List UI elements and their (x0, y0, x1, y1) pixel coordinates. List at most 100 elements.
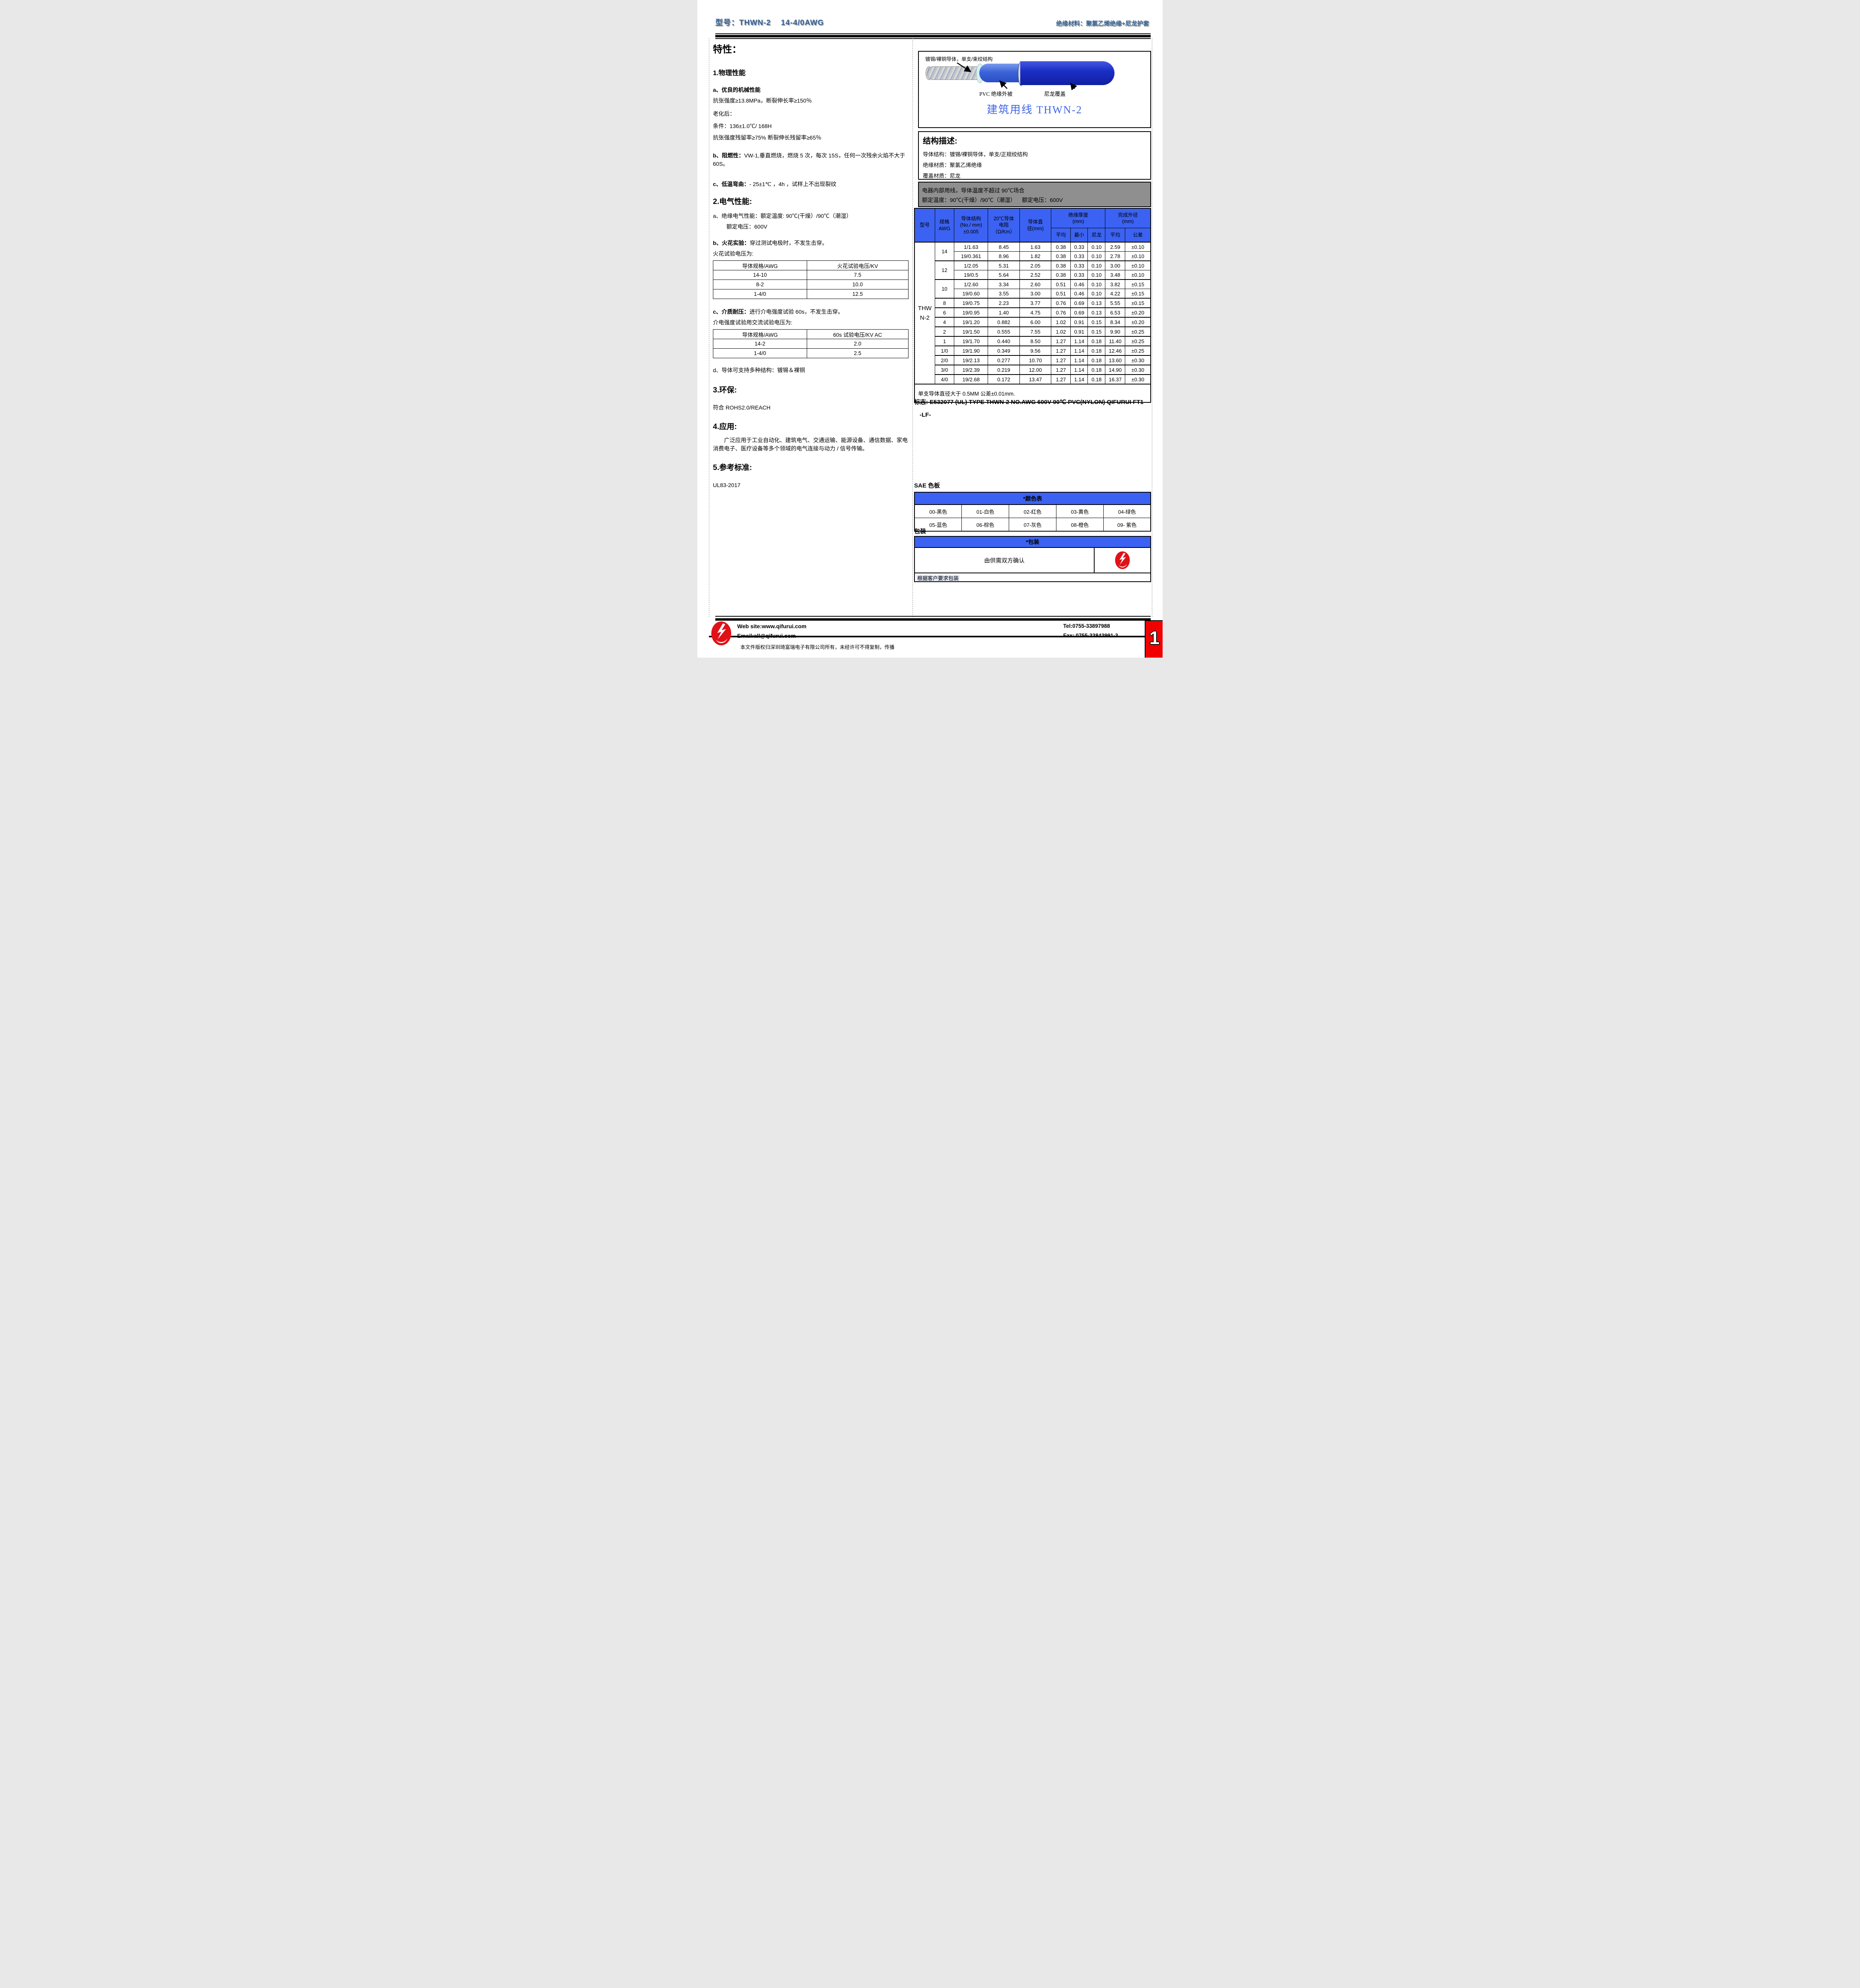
marking-block: 标志: E532077 (UL) TYPE THWN-2 NO.AWG 600V… (914, 398, 1157, 418)
wire-diagram-box: 镀锡/裸铜导体，单支/束绞结构 PVC 绝缘外被 尼龙覆盖 建筑用线 THWN-… (918, 51, 1151, 128)
spec-cell: 0.13 (1087, 307, 1106, 318)
spec-cell: 1.27 (1051, 374, 1071, 384)
packing-bottom-text: 根据客户要求包装 (916, 575, 960, 581)
spec-cell: 1.02 (1051, 317, 1071, 327)
std-text: UL83-2017 (713, 482, 741, 488)
footer-rule-thick (715, 618, 1151, 621)
cell: 7.5 (806, 270, 909, 280)
color-cell: 04-绿色 (1103, 504, 1151, 518)
conductor-graphic (927, 66, 984, 80)
elec-dielectric-note: 介电强度试验用交流试验电压为: (713, 319, 792, 326)
spec-cell: 12.00 (1019, 365, 1052, 375)
spec-cell: 0.10 (1087, 270, 1106, 280)
spec-table: 型号 规格 AWG 导体结构 (No./ mm) ±0.005 20℃导体 电阻… (914, 208, 1151, 403)
spec-cell: ±0.10 (1125, 260, 1151, 270)
col-header-insulation-thickness: 绝缘厚度 (mm) (1051, 208, 1106, 228)
spec-header-row2: 平均 最小 尼龙 平均 公差 (914, 228, 1151, 243)
spec-cell: 19/0.60 (954, 289, 988, 299)
footer-tel: Tel:0755-33897988 (1063, 623, 1110, 629)
spec-cell: 0.91 (1070, 317, 1088, 327)
col-header-awg: 规格 AWG (934, 208, 955, 243)
elec-spark-note: 火花试验电压为: (713, 250, 753, 257)
elec-conductor-types: d、导体可支持多种结构：镀锡＆裸铜 (713, 367, 805, 373)
header-rule-thin-top (715, 33, 1151, 34)
color-cell: 01-白色 (961, 504, 1010, 518)
structure-conductor: 导体结构：镀锡/裸铜导体，单支/正规绞结构 (923, 151, 1028, 157)
spec-cell: 1.40 (988, 307, 1020, 318)
spec-cell: 19/2.68 (954, 374, 988, 384)
col-header-tol: 公差 (1125, 228, 1151, 243)
spec-awg-cell: 4 (934, 317, 955, 327)
spec-row: 19/0.60 3.55 3.00 0.51 0.46 0.10 4.22 ±0.15 (914, 289, 1151, 299)
spec-cell: 5.64 (988, 270, 1020, 280)
spec-awg-cell: 12 (934, 260, 955, 280)
spec-cell: 5.55 (1105, 298, 1126, 308)
cell: 2.0 (806, 339, 909, 349)
table-row: 14-10 7.5 (713, 270, 909, 280)
spec-row: 2 19/1.50 0.555 7.55 1.02 0.91 0.15 9.90 ±0.25 (914, 326, 1151, 337)
spec-cell: 0.46 (1070, 279, 1088, 289)
column-header: 导体规格/AWG (713, 329, 807, 339)
phys-coldbend: c、低温弯曲：- 25±1℃ ，4h ，试样上不出现裂纹 (713, 180, 909, 188)
structure-cover: 覆盖材质：尼龙 (923, 173, 961, 179)
spec-cell: 0.18 (1087, 374, 1106, 384)
color-table: *颜色表 00-黑色 01-白色 02-红色 03-黄色 04-绿色 05-蓝色 06-棕色… (914, 492, 1151, 532)
footer-email: Email:all@qifurui.com (737, 633, 796, 639)
spec-model-cell: THW N-2 (914, 242, 935, 384)
phys-coldbend-label: c、低温弯曲： (713, 181, 749, 187)
spec-cell: 3.34 (988, 279, 1020, 289)
usage-panel: 电器内部用线，导体温度不超过 90℃场合 额定温度：90℃(干燥）/90℃（潮湿… (918, 182, 1151, 207)
spec-cell: 3.77 (1019, 298, 1052, 308)
section-2-title: 2.电气性能: (713, 198, 752, 206)
column-header: 60s 试验电压/KV AC (806, 329, 909, 339)
spec-cell: 0.15 (1087, 317, 1106, 327)
spec-awg-cell: 2/0 (934, 355, 955, 365)
spec-cell: 0.69 (1070, 298, 1088, 308)
phys-retention: 抗张强度残留率≥75% 断裂伸长残留率≥65％ (713, 134, 821, 141)
col-header-structure: 导体结构 (No./ mm) ±0.005 (954, 208, 988, 243)
cell: 1-4/0 (713, 289, 807, 299)
phys-condition: 条件：136±1.0℃/ 168H (713, 123, 772, 129)
spec-cell: 0.15 (1087, 326, 1106, 337)
pvc-label: PVC 绝缘外被 (979, 91, 1013, 97)
spec-awg-cell: 3/0 (934, 365, 955, 375)
cell: 10.0 (806, 280, 909, 289)
nylon-label: 尼龙覆盖 (1044, 91, 1066, 97)
section-5-title: 5.参考标准: (713, 464, 752, 472)
spec-row: 1 19/1.70 0.440 8.50 1.27 1.14 0.18 11.40 ±0.25 (914, 336, 1151, 346)
spec-cell: 0.76 (1051, 307, 1071, 318)
spec-cell: 8.34 (1105, 317, 1126, 327)
spec-cell: 0.10 (1087, 279, 1106, 289)
nylon-arrow (1070, 83, 1078, 91)
features-title: 特性： (713, 44, 742, 55)
footer-website: Web site:www.qifurui.com (737, 623, 807, 629)
spec-cell: 19/0.5 (954, 270, 988, 280)
spec-cell: ±0.30 (1125, 365, 1151, 375)
spec-cell: ±0.15 (1125, 298, 1151, 308)
spec-cell: 0.38 (1051, 251, 1071, 261)
structure-title: 结构描述: (923, 137, 957, 146)
spec-cell: 3.00 (1019, 289, 1052, 299)
spec-cell: 0.277 (988, 355, 1020, 365)
footer-rule-thin (715, 616, 1151, 617)
spec-cell: 10.70 (1019, 355, 1052, 365)
elec-spark: b、火花实验：穿过测试电极时，不发生击穿。 (713, 239, 909, 247)
elec-spark-text: 穿过测试电极时，不发生击穿。 (749, 240, 828, 246)
section-3-title: 3.环保: (713, 386, 737, 394)
spec-cell: 4.22 (1105, 289, 1126, 299)
phys-a-title: a、优良的机械性能 (713, 87, 761, 93)
callout-arrow (957, 62, 972, 72)
spec-cell: 0.33 (1070, 260, 1088, 270)
cell: 8-2 (713, 280, 807, 289)
spec-cell: 1.14 (1070, 365, 1088, 375)
spec-awg-cell: 1 (934, 336, 955, 346)
column-header: 火花试验电压/KV (806, 260, 909, 270)
spec-cell: 3.55 (988, 289, 1020, 299)
spec-cell: 0.18 (1087, 365, 1106, 375)
marking-line1: 标志: E532077 (UL) TYPE THWN-2 NO.AWG 600V… (914, 398, 1157, 406)
spec-cell: 0.38 (1051, 260, 1071, 270)
spec-cell: 0.33 (1070, 270, 1088, 280)
spec-cell: 19/0.361 (954, 251, 988, 261)
spec-cell: 0.18 (1087, 346, 1106, 356)
color-table-header: *颜色表 (914, 492, 1151, 505)
